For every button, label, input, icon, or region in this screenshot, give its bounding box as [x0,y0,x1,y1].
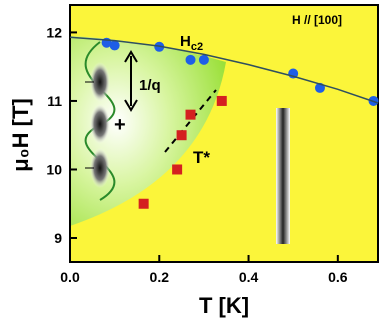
tstar-point [216,95,227,106]
vortex [90,62,110,102]
hc2-main: H [180,33,191,50]
field-label: H // [100] [292,13,342,27]
y-tick-label: 12 [46,24,62,40]
tstar-line [164,89,217,153]
hc2-point [109,40,120,51]
tstar-label: T* [193,148,210,167]
plus-label: + [114,114,126,136]
q-arrow-heads [124,50,138,112]
x-tick-label: 0.6 [328,269,348,285]
y-axis-label: μ₀H [T] [8,98,33,171]
q-label: 1/q [139,77,161,94]
hc2-label: Hc2 [180,33,203,53]
y-tick-label: 11 [47,93,62,109]
vortex [90,148,110,188]
x-tick-label: 0.2 [150,269,170,285]
tstar-point [185,109,196,120]
y-tick-label: 10 [46,161,62,177]
hc2-fit-line [69,36,379,104]
hc2-point [198,54,209,65]
tstar-point [176,130,187,141]
x-tick-label: 0.4 [239,269,259,285]
x-tick-label: 0.0 [60,269,80,285]
x-axis-label: T [K] [199,293,249,318]
tstar-point [172,164,183,175]
y-tick-label: 9 [54,230,62,246]
tstar-point [138,198,149,209]
hc2-sub: c2 [191,41,203,53]
axes-frame [69,4,379,263]
vortex-bar [276,108,290,244]
hc2-point [185,54,196,65]
vortex [90,104,110,144]
